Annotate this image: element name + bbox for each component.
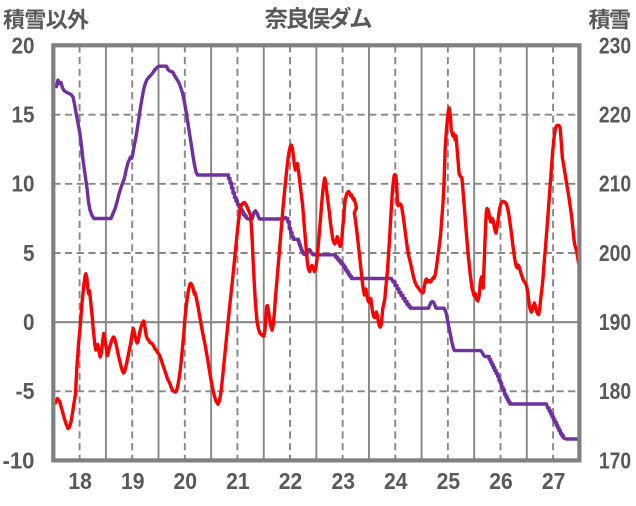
svg-text:18: 18	[68, 468, 92, 494]
svg-text:23: 23	[331, 468, 355, 494]
svg-text:25: 25	[437, 468, 461, 494]
svg-text:21: 21	[226, 468, 250, 494]
svg-text:15: 15	[12, 102, 35, 128]
svg-text:27: 27	[542, 468, 566, 494]
svg-text:-5: -5	[16, 378, 35, 404]
svg-text:5: 5	[23, 240, 35, 266]
svg-text:24: 24	[384, 468, 408, 494]
svg-text:-10: -10	[3, 447, 35, 473]
svg-text:230: 230	[599, 32, 631, 58]
svg-text:20: 20	[174, 468, 198, 494]
svg-text:210: 210	[599, 171, 631, 197]
svg-text:26: 26	[489, 468, 513, 494]
svg-text:170: 170	[599, 447, 631, 473]
svg-text:22: 22	[279, 468, 303, 494]
svg-text:180: 180	[599, 378, 631, 404]
svg-text:19: 19	[121, 468, 145, 494]
svg-text:200: 200	[599, 240, 631, 266]
svg-text:10: 10	[12, 171, 35, 197]
svg-text:220: 220	[599, 102, 631, 128]
svg-text:0: 0	[23, 309, 35, 335]
svg-text:190: 190	[599, 309, 631, 335]
svg-text:20: 20	[12, 32, 35, 58]
